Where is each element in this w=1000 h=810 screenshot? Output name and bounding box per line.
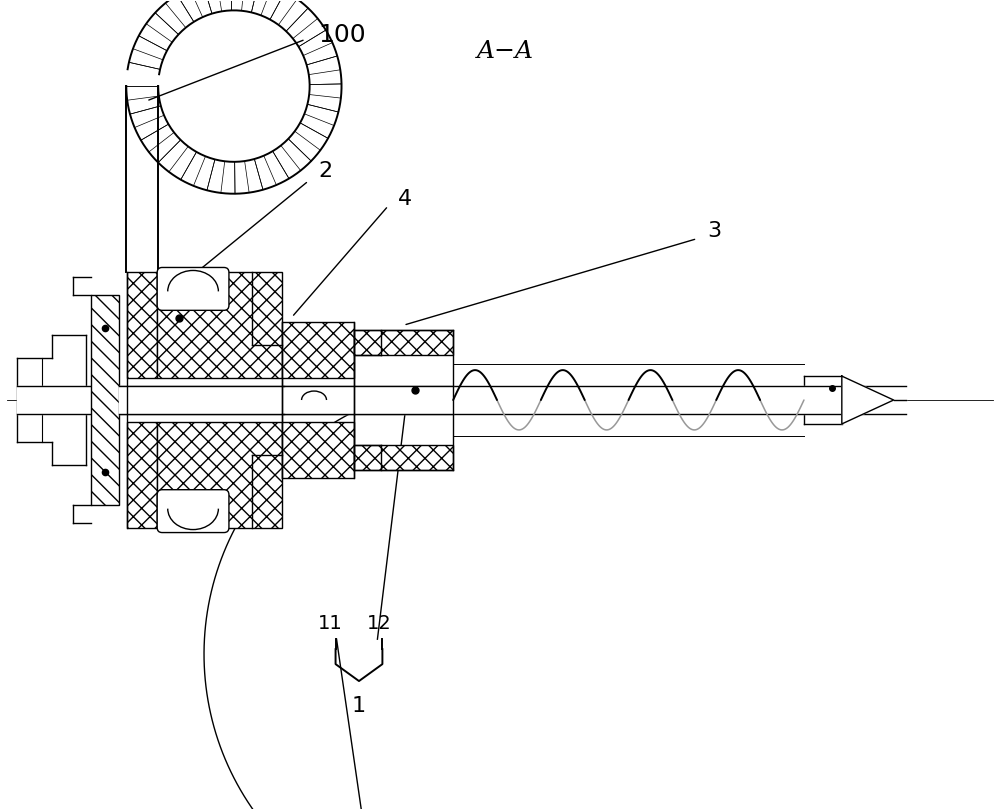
- Text: 100: 100: [319, 23, 366, 47]
- Bar: [127, 272, 157, 378]
- Bar: [157, 272, 282, 378]
- Bar: [91, 296, 119, 505]
- Text: 2: 2: [319, 161, 333, 181]
- Text: 12: 12: [367, 614, 392, 633]
- Bar: [282, 422, 354, 478]
- Bar: [127, 422, 157, 527]
- Bar: [354, 330, 453, 355]
- Text: 1: 1: [352, 696, 366, 716]
- Bar: [157, 422, 282, 527]
- FancyBboxPatch shape: [157, 267, 229, 310]
- Text: 4: 4: [398, 189, 412, 209]
- Bar: [282, 322, 354, 378]
- Text: A−A: A−A: [476, 40, 533, 62]
- Text: 3: 3: [707, 220, 721, 241]
- Text: 11: 11: [318, 614, 343, 633]
- Bar: [354, 445, 453, 470]
- FancyBboxPatch shape: [157, 490, 229, 532]
- Polygon shape: [842, 376, 894, 424]
